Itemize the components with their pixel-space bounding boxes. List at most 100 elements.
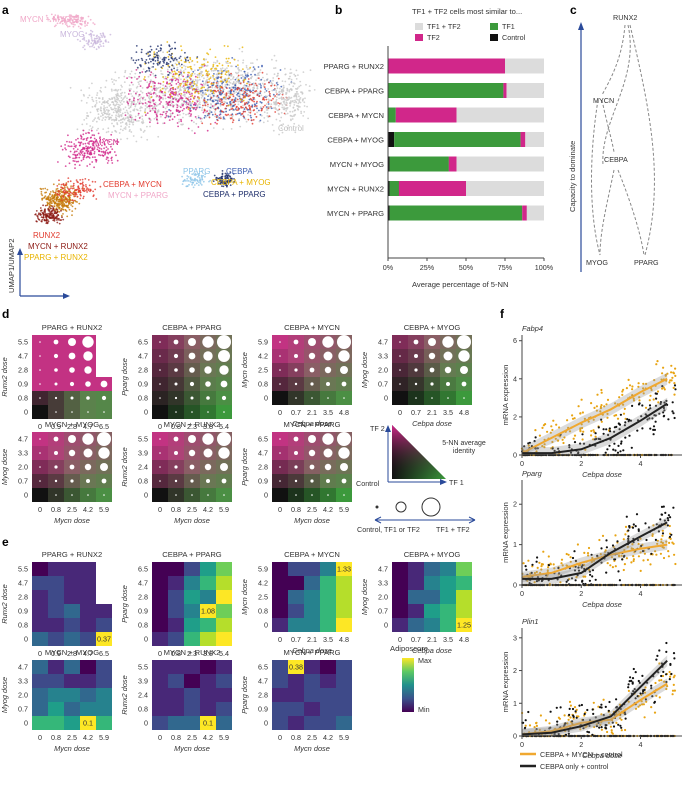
umap-cell bbox=[259, 119, 262, 122]
umap-cell bbox=[94, 181, 97, 183]
umap-cell bbox=[247, 78, 250, 80]
umap-cell bbox=[114, 71, 117, 74]
umap-cell bbox=[185, 91, 188, 94]
adiposcore-cell bbox=[288, 716, 304, 730]
umap-cell bbox=[171, 112, 174, 115]
umap-cell bbox=[103, 147, 105, 150]
umap-cell bbox=[100, 45, 102, 47]
umap-cell bbox=[173, 70, 176, 73]
umap-cell bbox=[148, 105, 151, 108]
umap-cell bbox=[216, 60, 219, 63]
umap-cell bbox=[105, 158, 108, 161]
identity-dot bbox=[221, 478, 227, 484]
umap-cell bbox=[301, 93, 304, 95]
umap-cell bbox=[193, 80, 196, 83]
umap-cell bbox=[88, 33, 91, 36]
umap-cell bbox=[228, 109, 231, 111]
umap-cell bbox=[293, 109, 296, 112]
umap-cell bbox=[66, 24, 68, 27]
umap-cell bbox=[160, 48, 163, 50]
umap-cell bbox=[112, 111, 115, 114]
identity-dot bbox=[207, 494, 209, 496]
umap-cell bbox=[148, 82, 151, 85]
grid-ytick: 0.9 bbox=[138, 607, 148, 616]
umap-cell bbox=[182, 80, 185, 83]
umap-cell bbox=[181, 104, 184, 107]
umap-cell bbox=[204, 83, 206, 86]
umap-cell bbox=[83, 187, 86, 190]
umap-cell bbox=[183, 83, 185, 85]
identity-dot bbox=[324, 366, 332, 374]
umap-cell bbox=[97, 113, 100, 116]
umap-cell bbox=[178, 61, 180, 64]
umap-cell bbox=[147, 75, 150, 78]
grid-ytick: 4.7 bbox=[258, 449, 268, 458]
bar-xtick-label: 100% bbox=[535, 263, 554, 272]
expression-point bbox=[673, 393, 676, 396]
umap-cell bbox=[244, 74, 247, 77]
panel-d-legend: TF 2 TF 1 Control 5-NN average identity … bbox=[356, 424, 486, 534]
umap-cell bbox=[100, 106, 102, 109]
identity-dot bbox=[202, 336, 214, 348]
umap-cell bbox=[221, 173, 224, 176]
umap-cell bbox=[269, 95, 272, 98]
identity-dot bbox=[442, 336, 454, 348]
umap-cell bbox=[297, 105, 300, 107]
identity-dot bbox=[294, 479, 298, 483]
umap-cell bbox=[120, 125, 122, 128]
identity-dot bbox=[399, 341, 401, 343]
grid-xtick: 2.1 bbox=[307, 635, 317, 644]
umap-cell bbox=[143, 76, 146, 78]
umap-cell bbox=[76, 38, 79, 41]
identity-dot bbox=[309, 464, 315, 470]
umap-cell bbox=[188, 112, 191, 115]
umap-cell bbox=[242, 61, 244, 64]
umap-cell bbox=[118, 132, 121, 134]
identity-dot bbox=[444, 366, 452, 374]
node-myog: MYOG bbox=[586, 258, 608, 267]
umap-cell bbox=[188, 77, 191, 79]
expression-point bbox=[670, 364, 673, 367]
adiposcore-cell bbox=[184, 604, 200, 618]
umap-cell bbox=[196, 81, 199, 83]
umap-cell bbox=[225, 71, 228, 73]
grid-ylabel: Runx2 dose bbox=[120, 447, 129, 486]
umap-cell bbox=[56, 22, 59, 25]
umap-cell bbox=[267, 88, 270, 90]
umap-cell bbox=[279, 69, 282, 71]
umap-cell bbox=[36, 215, 39, 218]
umap-cell bbox=[165, 56, 167, 59]
umap-cell bbox=[175, 63, 178, 66]
umap-cell bbox=[96, 110, 99, 113]
umap-cell bbox=[174, 91, 177, 94]
umap-cell bbox=[286, 99, 289, 101]
umap-cell bbox=[113, 96, 115, 99]
umap-cell bbox=[154, 56, 157, 58]
identity-dot bbox=[311, 494, 313, 496]
umap-cell bbox=[74, 153, 76, 156]
adiposcore-cell bbox=[320, 618, 336, 632]
umap-cell bbox=[213, 78, 216, 81]
expression-point bbox=[649, 394, 652, 397]
umap-cell bbox=[207, 103, 209, 106]
umap-cell bbox=[119, 111, 122, 113]
umap-cell bbox=[188, 91, 191, 94]
umap-cell bbox=[70, 22, 73, 25]
umap-cell bbox=[102, 42, 105, 45]
umap-cell bbox=[228, 84, 231, 86]
identity-cell bbox=[152, 488, 168, 502]
umap-cell bbox=[79, 182, 82, 185]
adiposcore-cell bbox=[288, 702, 304, 716]
umap-cell bbox=[274, 88, 277, 91]
grid-title: MYCN + MYOG bbox=[45, 648, 99, 657]
adiposcore-cell bbox=[184, 618, 200, 632]
umap-cell bbox=[156, 62, 159, 65]
umap-cell bbox=[280, 103, 282, 105]
umap-cell bbox=[187, 74, 189, 76]
umap-cell bbox=[113, 151, 116, 153]
legend-label: TF1 bbox=[502, 22, 515, 31]
umap-cell bbox=[199, 78, 201, 81]
umap-cell bbox=[144, 71, 147, 73]
identity-dot bbox=[55, 411, 57, 413]
umap-cell bbox=[237, 74, 240, 77]
